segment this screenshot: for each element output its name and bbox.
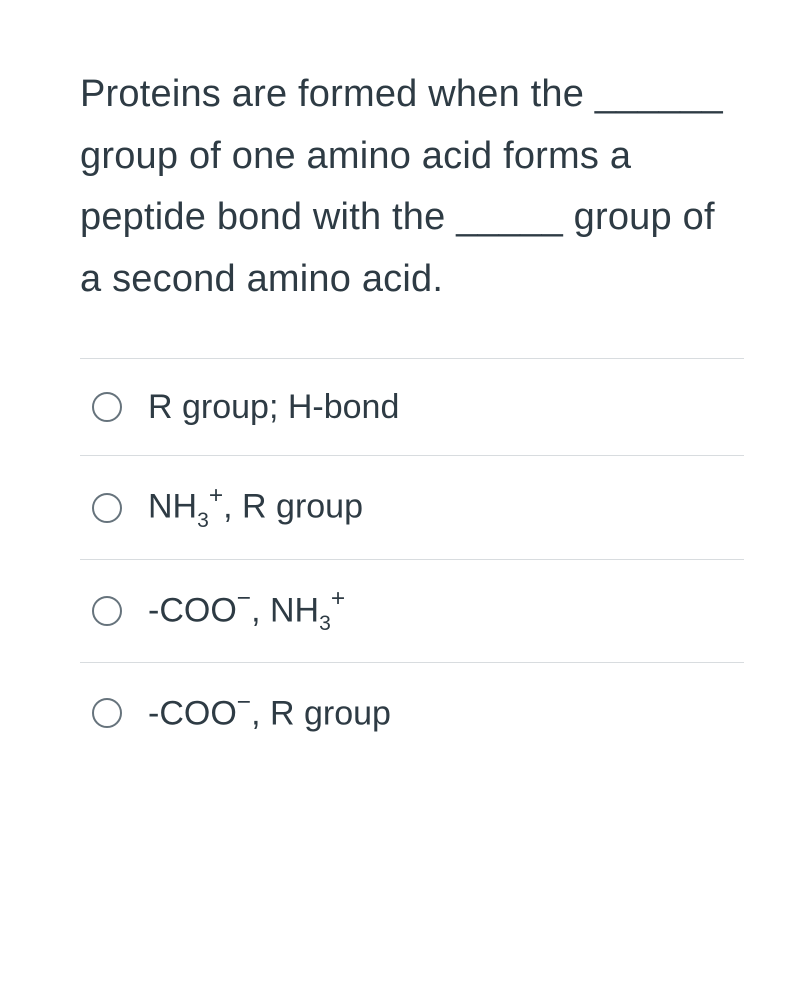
option-a[interactable]: R group; H-bond [80, 359, 744, 456]
radio-icon [92, 698, 122, 728]
question-stem: Proteins are formed when the ______ grou… [80, 64, 744, 310]
radio-icon [92, 596, 122, 626]
option-label: R group; H-bond [148, 385, 736, 429]
option-label: NH3+, R group [148, 482, 736, 533]
option-label: -COO−, NH3+ [148, 586, 736, 637]
option-d[interactable]: -COO−, R group [80, 663, 744, 762]
options-list: R group; H-bond NH3+, R group -COO−, NH3… [80, 358, 744, 762]
option-b[interactable]: NH3+, R group [80, 456, 744, 560]
radio-icon [92, 392, 122, 422]
option-c[interactable]: -COO−, NH3+ [80, 560, 744, 664]
radio-icon [92, 493, 122, 523]
option-label: -COO−, R group [148, 689, 736, 736]
